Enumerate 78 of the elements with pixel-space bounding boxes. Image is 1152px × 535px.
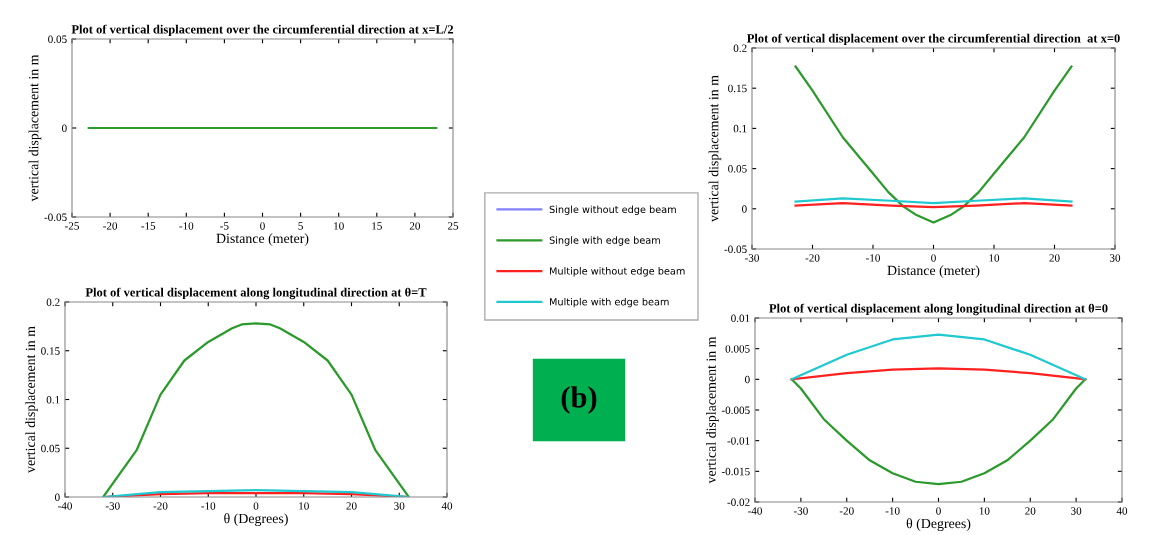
- legend-label: Multiple without edge beam: [549, 267, 685, 277]
- x-tick-label: 30: [394, 502, 405, 510]
- x-tick-label: -15: [141, 222, 156, 230]
- x-tick-label: -10: [179, 222, 194, 230]
- y-tick-label: -0.05: [724, 245, 747, 254]
- y-tick-label: 0.05: [48, 35, 67, 44]
- text: (b): [561, 386, 597, 414]
- x-tick-label: -30: [105, 502, 120, 510]
- y-tick-label: 0.01: [731, 314, 750, 323]
- x-tick-label: 20: [409, 222, 421, 230]
- x-tick-label: -20: [805, 254, 820, 262]
- y-axis-title: vertical displacement in m: [706, 336, 719, 484]
- y-tick-label: -0.05: [44, 213, 67, 222]
- y-tick-label: 0.15: [728, 84, 747, 93]
- y-tick-label: 0.1: [733, 124, 747, 133]
- x-tick-label: 25: [447, 222, 459, 230]
- x-tick-label: 20: [346, 502, 357, 510]
- y-tick-label: 0: [55, 493, 60, 501]
- x-tick-label: 40: [1116, 507, 1128, 515]
- x-tick-label: -10: [201, 502, 216, 510]
- y-tick-label: -0.01: [727, 437, 750, 445]
- line-series: [102, 322, 410, 497]
- x-tick-label: 30: [1071, 507, 1082, 515]
- x-tick-label: -40: [748, 507, 762, 515]
- legend-label: Single without edge beam: [549, 205, 676, 215]
- legend-label: Single with edge beam: [549, 236, 660, 246]
- x-tick-label: 0: [931, 254, 936, 262]
- y-tick-label: 0.1: [46, 395, 60, 404]
- x-tick-label: 15: [372, 222, 382, 230]
- chart-title: Plot of vertical displacement along longitudinal direction at θ=0: [769, 303, 1108, 316]
- y-tick-label: 0.005: [725, 345, 750, 353]
- chart-title: Plot of vertical displacement along longitudinal direction at θ=T: [85, 287, 427, 300]
- x-tick-label: 0: [936, 507, 941, 515]
- y-tick-label: 0.2: [733, 44, 747, 53]
- y-tick-label: -0.015: [721, 467, 750, 476]
- y-tick-label: 0: [745, 375, 750, 384]
- x-tick-label: -30: [745, 254, 759, 262]
- x-tick-label: 20: [1025, 507, 1036, 515]
- x-tick-label: -20: [153, 502, 168, 510]
- line-series: [794, 65, 1073, 224]
- x-tick-label: -20: [103, 222, 118, 230]
- chart-title: Plot of vertical displacement over the circumferential direction at x=L/2: [71, 24, 454, 37]
- y-tick-label: 0: [62, 124, 67, 132]
- x-tick-label: 20: [1049, 254, 1060, 262]
- line-series: [790, 378, 1087, 486]
- x-tick-label: 0: [260, 222, 265, 230]
- x-axis-title: θ (Degrees): [906, 518, 971, 532]
- y-tick-label: 0: [742, 205, 747, 213]
- x-tick-label: 40: [441, 502, 453, 510]
- line-series: [790, 333, 1087, 381]
- legend-label: Multiple with edge beam: [549, 297, 669, 308]
- x-axis-title: Distance (meter): [216, 233, 309, 246]
- x-tick-label: -20: [839, 507, 854, 515]
- x-tick-label: -5: [220, 222, 229, 230]
- y-axis-title: vertical displacement in m: [28, 54, 42, 202]
- x-tick-label: -10: [866, 254, 880, 262]
- y-tick-label: 0.2: [46, 298, 60, 307]
- chart-title: Plot of vertical displacement over the circumferential direction at x=0: [746, 33, 1120, 46]
- x-axis-title: Distance (meter): [887, 265, 980, 278]
- y-tick-label: -0.005: [721, 406, 750, 415]
- x-tick-label: 10: [334, 222, 344, 230]
- y-axis-title: vertical displacement in m: [25, 326, 38, 473]
- x-tick-label: 0: [253, 502, 259, 510]
- y-tick-label: -0.02: [727, 498, 750, 507]
- x-axis-title: θ (Degrees): [224, 513, 288, 527]
- y-tick-label: 0.05: [41, 444, 60, 453]
- x-tick-label: 10: [299, 502, 309, 510]
- x-tick-label: -40: [58, 502, 72, 510]
- y-axis-title: vertical displacement in m: [708, 75, 722, 222]
- x-tick-label: 10: [989, 254, 1000, 262]
- y-tick-label: 0.15: [41, 347, 60, 355]
- x-tick-label: 10: [979, 507, 990, 515]
- y-tick-label: 0.05: [728, 165, 747, 173]
- x-tick-label: -30: [793, 507, 808, 515]
- x-tick-label: -25: [65, 222, 79, 230]
- x-tick-label: -10: [885, 507, 900, 515]
- x-tick-label: 30: [1109, 254, 1121, 262]
- x-tick-label: 5: [298, 222, 303, 230]
